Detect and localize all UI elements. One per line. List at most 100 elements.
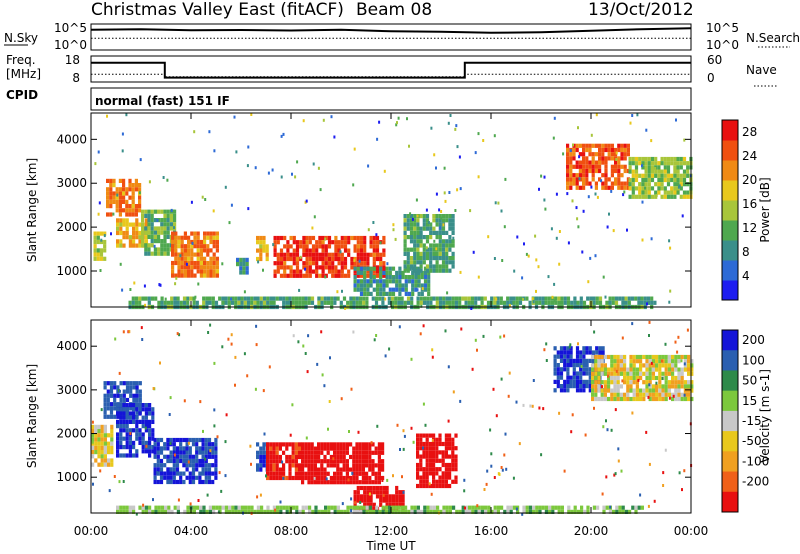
heatmap-cell [160,505,164,510]
heatmap-cell [337,261,341,266]
heatmap-cell [343,509,347,514]
heatmap-cell [204,457,207,461]
heatmap-cell [435,450,439,455]
heatmap-cell [119,218,123,223]
heatmap-cell [234,383,236,387]
heatmap-cell [93,248,97,253]
heatmap-cell [560,505,564,510]
heatmap-cell [144,403,148,408]
heatmap-cell [635,371,639,376]
heatmap-cell [370,441,373,445]
heatmap-cell [634,296,638,301]
heatmap-cell [195,475,199,480]
heatmap-cell [375,505,379,510]
heatmap-cell [236,257,240,262]
heatmap-cell [109,410,114,415]
heatmap-cell [624,300,628,305]
heatmap-cell [244,505,248,510]
heatmap-cell [163,446,167,451]
heatmap-cell [183,399,186,403]
heatmap-cell [196,505,200,510]
heatmap-cell [106,212,110,217]
heatmap-cell [441,479,445,484]
heatmap-cell [658,375,662,381]
heatmap-cell [381,475,385,481]
heatmap-cell [673,186,677,191]
heatmap-cell [172,446,176,451]
heatmap-cell [157,247,161,252]
heatmap-cell [340,261,344,266]
heatmap-cell [128,195,132,200]
heatmap-cell [512,296,516,301]
heatmap-cell [141,239,145,244]
power-colorbar-tick: 8 [742,245,750,259]
heatmap-cell [553,282,556,286]
heatmap-cell [352,459,356,464]
heatmap-cell [411,270,415,275]
heatmap-cell [355,463,359,468]
heatmap-cell [109,406,114,411]
heatmap-cell [459,270,462,274]
heatmap-cell [94,441,98,446]
heatmap-cell [227,300,231,305]
heatmap-cell [206,252,210,257]
heatmap-cell [626,168,630,174]
heatmap-cell [377,471,381,476]
heatmap-cell [317,300,321,305]
heatmap-cell [304,471,308,476]
heatmap-cell [280,134,283,138]
heatmap-cell [144,218,148,223]
heatmap-cell [660,194,664,199]
heatmap-cell [113,475,116,478]
heatmap-cell [615,158,618,161]
heatmap-cell [635,375,639,381]
heatmap-cell [582,350,586,355]
heatmap-cell [432,433,436,438]
heatmap-cell [99,269,102,272]
heatmap-cell [224,440,227,444]
heatmap-cell [207,475,212,480]
heatmap-cell [352,183,355,187]
heatmap-cell [531,297,534,301]
heatmap-cell [448,226,452,231]
heatmap-cell [439,226,442,230]
heatmap-cell [103,410,107,415]
heatmap-cell [119,436,123,441]
heatmap-cell [386,478,389,482]
heatmap-cell [132,397,136,403]
heatmap-cell [398,490,402,495]
heatmap-cell [404,505,408,510]
heatmap-cell [355,454,359,460]
heatmap-cell [503,334,506,338]
power-ytick-label: 1000 [56,264,87,278]
heatmap-cell [138,381,142,386]
heatmap-cell [388,494,392,499]
heatmap-cell [135,453,139,458]
heatmap-cell [435,166,437,170]
heatmap-cell [677,388,681,393]
heatmap-cell [282,450,286,455]
heatmap-cell [448,235,452,240]
heatmap-cell [358,442,362,447]
heatmap-cell [442,505,446,510]
heatmap-cell [163,475,167,480]
heatmap-cell [153,247,157,252]
heatmap-cell [160,247,164,252]
heatmap-cell [576,217,579,221]
heatmap-cell [385,494,389,499]
heatmap-cell [588,350,592,355]
heatmap-cell [560,300,564,305]
heatmap-cell [110,429,114,434]
heatmap-cell [621,509,625,514]
heatmap-cell [166,446,170,451]
heatmap-cell [662,471,665,475]
heatmap-cell [607,396,611,402]
heatmap-cell [269,459,273,464]
heatmap-cell [639,371,643,376]
heatmap-cell [600,359,604,364]
heatmap-cell [650,186,655,191]
velocity-colorbar-tick: 200 [742,333,765,347]
heatmap-cell [496,300,500,305]
heatmap-cell [214,442,218,447]
heatmap-cell [680,380,684,385]
